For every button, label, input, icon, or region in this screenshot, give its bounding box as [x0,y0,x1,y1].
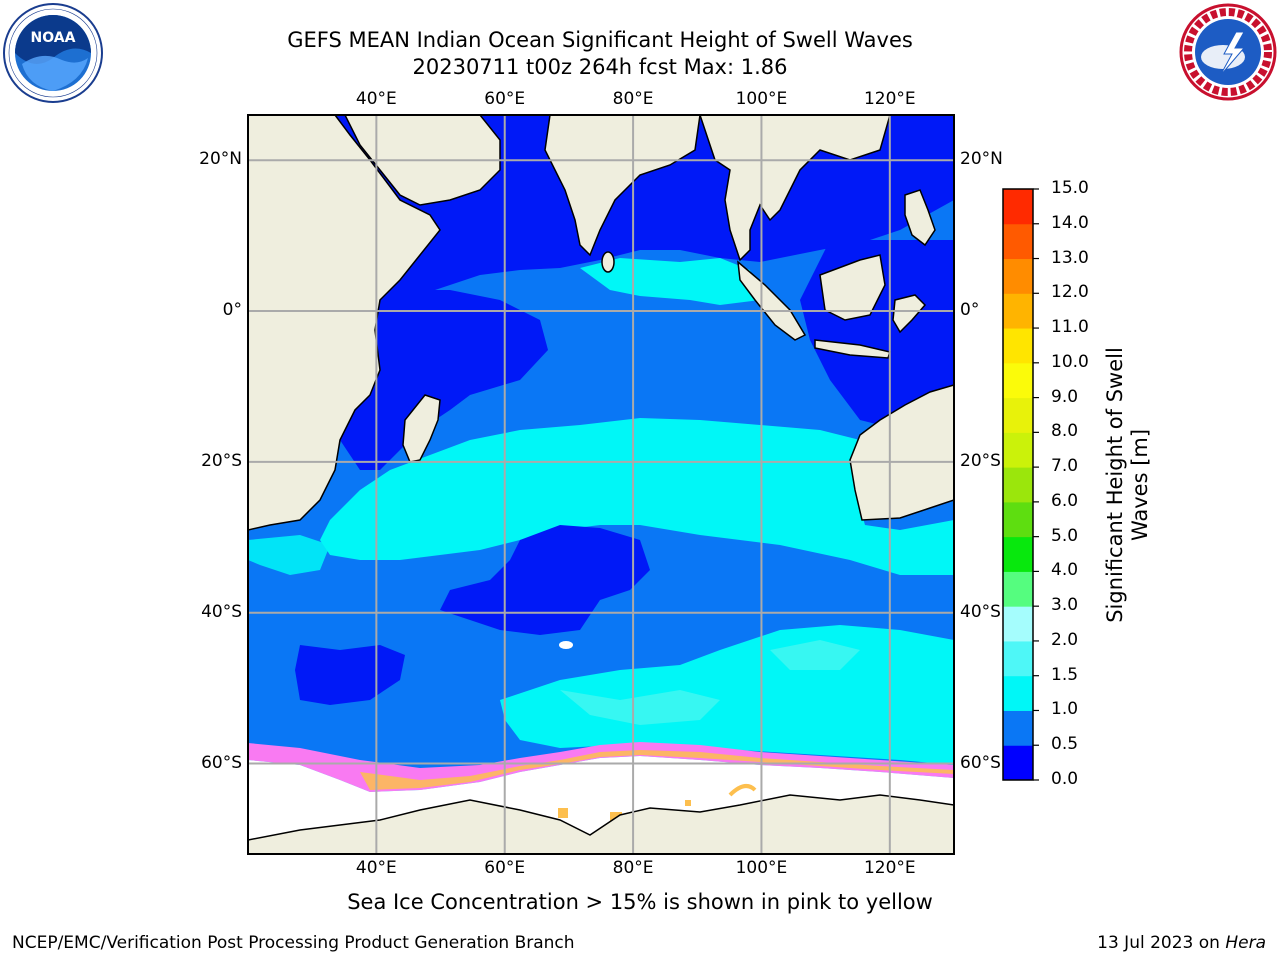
sea-ice-edge-pink [248,742,954,792]
colorbar-tick-label: 14.0 [1051,212,1089,233]
colorbar-segment [1003,467,1033,503]
java-land [814,339,891,359]
lat-tick-label-left: 60°S [201,752,242,773]
colorbar-tick-label: 11.0 [1051,317,1089,338]
lat-tick-label-right: 20°N [960,149,1003,170]
southeast-asia-land [699,115,891,262]
swell-patch-low-2 [295,645,405,705]
swell-band-low-west [340,290,548,470]
colorbar-segment [1003,501,1033,538]
colorbar [1003,189,1033,781]
sea-ice-caption: Sea Ice Concentration > 15% is shown in … [347,890,933,914]
colorbar-segment [1003,536,1033,572]
footer-credit: NCEP/EMC/Verification Post Processing Pr… [12,933,575,953]
colorbar-tick-label: 15.0 [1051,178,1089,198]
colorbar-label-line1: Significant Height of Swell [1103,347,1127,623]
colorbar-segment [1003,258,1033,294]
africa-land [248,115,441,531]
colorbar-segment [1003,606,1033,642]
colorbar-segment [1003,675,1033,711]
colorbar-segment [1003,432,1033,468]
lat-tick-label-left: 40°S [201,601,242,622]
footer-date: 13 Jul 2023 on Hera [1097,933,1266,953]
colorbar-segment [1003,223,1033,260]
lon-tick-label-bottom: 60°E [484,858,526,878]
colorbar-segment [1003,362,1033,399]
colorbar-tick-label: 13.0 [1051,247,1089,268]
lon-tick-label-bottom: 40°E [355,858,397,878]
colorbar-segment [1003,571,1033,607]
swell-band-mid-equator [580,258,760,305]
lat-tick-label-right: 60°S [960,752,1001,773]
footer-date-text: 13 Jul 2023 on [1097,933,1226,953]
lat-tick-label-left: 20°S [201,450,242,471]
colorbar-tick-label: 12.0 [1051,282,1089,303]
nws-logo [1178,2,1278,102]
lat-tick-label-left: 0° [222,300,242,321]
lat-tick-label-right: 20°S [960,450,1001,471]
lon-tick-label-top: 40°E [355,89,397,109]
chart-title-line1: GEFS MEAN Indian Ocean Significant Heigh… [287,28,913,52]
lat-tick-label-right: 40°S [960,601,1001,622]
lon-tick-label-bottom: 100°E [735,858,788,878]
colorbar-segment [1003,328,1033,364]
sri-lanka-land [601,251,615,273]
colorbar-tick-label: 10.0 [1051,351,1089,372]
footer-host: Hera [1225,933,1266,953]
lon-tick-label-top: 100°E [735,89,788,109]
colorbar-tick-label: 1.0 [1051,699,1079,720]
colorbar-tick-label: 8.0 [1051,421,1079,442]
colorbar-tick-label: 7.0 [1051,456,1079,477]
lat-tick-label-left: 20°N [199,149,242,170]
swell-band-mid-south [320,418,954,575]
colorbar-tick-label: 3.0 [1051,595,1079,616]
india-land [544,115,701,257]
colorbar-tick-label: 5.0 [1051,525,1079,546]
colorbar-tick-label: 0.5 [1051,734,1079,755]
colorbar-tick-label: 6.0 [1051,490,1079,511]
colorbar-tick-label: 0.0 [1051,769,1079,789]
sulawesi-land [892,294,927,334]
sumatra-land [737,260,807,341]
noaa-logo: NOAA [2,2,104,104]
colorbar-segment [1003,710,1033,746]
australia-land [849,384,954,521]
map-gridlines [248,115,954,854]
colorbar-segment [1003,293,1033,329]
lon-tick-label-bottom: 80°E [612,858,654,878]
lon-tick-label-bottom: 120°E [863,858,916,878]
lon-tick-label-top: 80°E [612,89,654,109]
colorbar-tick-label: 2.0 [1051,629,1079,650]
chart-title-line2: 20230711 t00z 264h fcst Max: 1.86 [412,55,788,79]
colorbar-tick-label: 9.0 [1051,386,1079,407]
philippines-land [904,189,936,247]
madagascar-land [402,394,441,463]
colorbar-segment [1003,745,1033,781]
lat-tick-label-right: 0° [960,300,980,321]
lon-tick-label-top: 60°E [484,89,526,109]
lon-tick-label-top: 120°E [863,89,916,109]
svg-text:NOAA: NOAA [31,30,76,46]
antarctica-land [248,794,954,854]
colorbar-segment [1003,640,1033,677]
colorbar-tick-label: 4.0 [1051,560,1079,581]
colorbar-tick-label: 1.5 [1051,664,1079,685]
colorbar-segment [1003,397,1033,433]
colorbar-label-line2: Waves [m] [1128,428,1152,542]
colorbar-segment [1003,189,1033,225]
swell-patch-low-1 [440,525,650,635]
